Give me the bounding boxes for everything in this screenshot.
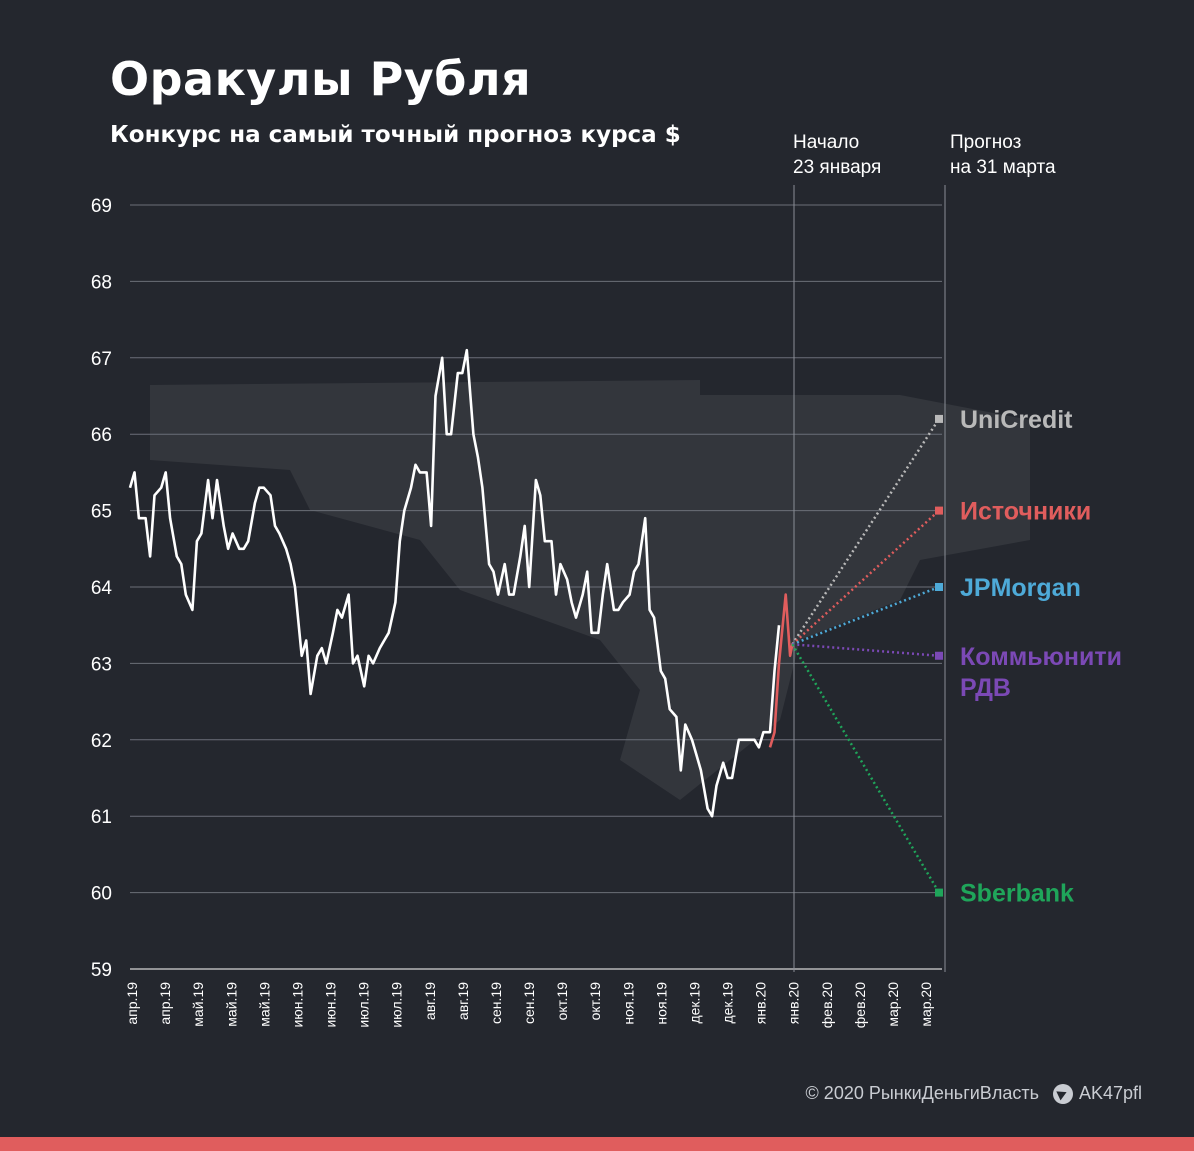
x-tick-label: янв.20 bbox=[753, 982, 769, 1024]
forecast-marker bbox=[935, 651, 943, 660]
footer: © 2020 РынкиДеньгиВласть AK47pfl bbox=[806, 1083, 1142, 1104]
watermark-rifle bbox=[150, 380, 1030, 800]
x-tick-label: июл.19 bbox=[389, 982, 405, 1028]
start-date-label: Начало 23 января bbox=[793, 130, 881, 180]
forecast-label: Коммьюнити bbox=[960, 643, 1122, 671]
forecast-date-label: Прогноз на 31 марта bbox=[950, 130, 1056, 180]
x-tick-label: июн.19 bbox=[323, 982, 339, 1028]
forecast-label: РДВ bbox=[960, 674, 1011, 702]
forecast-line bbox=[791, 509, 940, 646]
x-tick-label: апр.19 bbox=[124, 982, 140, 1025]
y-tick-label: 63 bbox=[91, 654, 112, 675]
x-tick-label: май.19 bbox=[256, 982, 272, 1027]
x-tick-label: окт.19 bbox=[554, 982, 570, 1021]
forecast-marker bbox=[935, 583, 943, 591]
forecast-label-line2: на 31 марта bbox=[950, 157, 1056, 178]
footer-accent-bar bbox=[0, 1137, 1194, 1151]
copyright-text: © 2020 РынкиДеньгиВласть bbox=[805, 1083, 1039, 1103]
y-tick-label: 60 bbox=[91, 884, 112, 905]
forecast-marker bbox=[935, 414, 943, 423]
x-tick-label: авг.19 bbox=[455, 982, 471, 1020]
x-tick-label: июл.19 bbox=[356, 982, 372, 1028]
y-tick-label: 59 bbox=[91, 960, 112, 981]
x-tick-label: фев.20 bbox=[819, 982, 835, 1028]
axis-layer: 59 60 61 62 63 64 65 66 67 68 69 апр.19 апр.19 май.19… bbox=[91, 196, 934, 1028]
x-tick-label: сен.19 bbox=[488, 982, 504, 1024]
y-tick-label: 67 bbox=[91, 349, 112, 370]
recent-rate-line bbox=[768, 593, 794, 748]
x-tick-label: мар.20 bbox=[918, 982, 934, 1027]
forecast-line bbox=[791, 585, 940, 646]
forecast-line bbox=[792, 643, 940, 658]
forecast-label-line1: Прогноз bbox=[950, 132, 1022, 153]
x-tick-label: мар.20 bbox=[885, 982, 901, 1027]
x-tick-label: дек.19 bbox=[686, 982, 702, 1024]
telegram-handle[interactable]: AK47pfl bbox=[1078, 1083, 1142, 1103]
x-tick-label: июн.19 bbox=[289, 982, 305, 1028]
forecast-label: JPMorgan bbox=[960, 574, 1081, 602]
grid-layer bbox=[130, 185, 946, 972]
forecast-line bbox=[791, 643, 941, 894]
x-tick-label: апр.19 bbox=[157, 982, 173, 1025]
y-tick-label: 62 bbox=[91, 731, 112, 752]
x-tick-label: ноя.19 bbox=[620, 982, 636, 1025]
y-tick-label: 61 bbox=[91, 807, 112, 828]
x-tick-label: янв.20 bbox=[786, 982, 802, 1024]
y-tick-label: 66 bbox=[91, 425, 112, 446]
forecast-label: Sberbank bbox=[960, 880, 1074, 908]
y-tick-label: 64 bbox=[91, 578, 113, 599]
start-label-line1: Начало bbox=[793, 132, 860, 153]
forecast-marker bbox=[935, 888, 943, 897]
chart-title: Оракулы Рубля bbox=[110, 52, 532, 106]
x-tick-label: ноя.19 bbox=[653, 982, 669, 1025]
forecast-label: Источники bbox=[960, 498, 1091, 526]
x-tick-label: дек.19 bbox=[720, 982, 736, 1024]
y-tick-label: 65 bbox=[91, 502, 112, 523]
x-tick-label: сен.19 bbox=[521, 982, 537, 1024]
x-tick-label: фев.20 bbox=[852, 982, 868, 1028]
y-tick-label: 69 bbox=[91, 196, 112, 217]
start-label-line2: 23 января bbox=[793, 157, 882, 178]
x-tick-label: май.19 bbox=[223, 982, 239, 1027]
usd-rub-rate-line bbox=[128, 348, 781, 818]
telegram-icon bbox=[1052, 1083, 1073, 1104]
series-layer bbox=[128, 348, 794, 818]
forecast-label: UniCredit bbox=[960, 406, 1073, 434]
forecast-layer: UniCredit Источники JPMorgan Коммьюнити РДВ S… bbox=[791, 406, 1122, 908]
x-tick-label: май.19 bbox=[190, 982, 206, 1027]
forecast-marker bbox=[935, 506, 943, 515]
x-tick-label: окт.19 bbox=[587, 982, 603, 1021]
chart-subtitle: Конкурс на самый точный прогноз курса $ bbox=[110, 122, 681, 148]
chart-canvas: 59 60 61 62 63 64 65 66 67 68 69 апр.19 апр.19 май.19… bbox=[91, 185, 1122, 1028]
y-tick-label: 68 bbox=[91, 272, 112, 293]
x-tick-label: авг.19 bbox=[422, 982, 438, 1020]
